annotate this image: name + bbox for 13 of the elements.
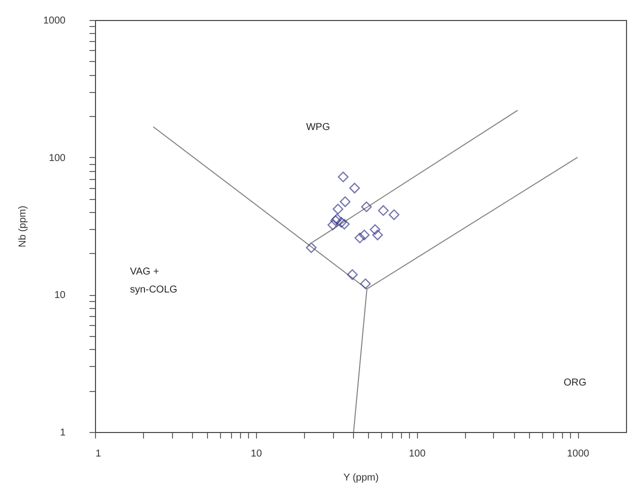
y-tick-label: 1000 <box>43 16 66 26</box>
y-tick-label: 10 <box>54 290 66 302</box>
x-tick-label: 1000 <box>566 448 590 460</box>
y-tick-label: 100 <box>48 152 66 164</box>
annotation: WPG <box>306 122 330 134</box>
y-axis-title: Nb (ppm) <box>17 206 28 248</box>
x-tick-label: 1 <box>96 448 102 460</box>
annotation: VAG + syn-COLG <box>130 266 178 296</box>
x-tick-label: 100 <box>408 448 426 460</box>
y-tick-label: 1 <box>60 428 66 438</box>
x-axis-title: Y (ppm) <box>343 472 379 484</box>
x-tick-label: 10 <box>250 448 262 460</box>
annotation: ORG <box>564 378 587 389</box>
